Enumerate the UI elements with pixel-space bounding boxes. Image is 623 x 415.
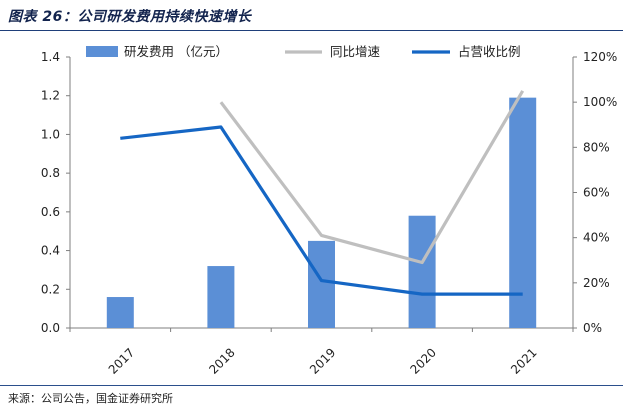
- y-right-tick-label: 20%: [583, 276, 610, 290]
- legend-label: 同比增速: [330, 44, 381, 59]
- bar: [509, 97, 537, 329]
- y-left-tick-label: 0.4: [41, 244, 60, 258]
- source-note: 来源：公司公告，国金证券研究所: [8, 392, 173, 405]
- bar: [207, 266, 235, 328]
- x-tick-label: 2020: [408, 345, 439, 376]
- bar: [408, 215, 436, 328]
- figure-title: 图表 26：公司研发费用持续快速增长: [8, 9, 252, 25]
- y-right-tick-label: 100%: [583, 95, 617, 109]
- y-left-tick-label: 1.4: [41, 50, 60, 64]
- bars: [106, 97, 537, 329]
- y-left-tick-label: 0.2: [41, 282, 60, 296]
- legend: 研发费用 （亿元） 同比增速 占营收比例: [86, 44, 521, 59]
- footer-divider: [0, 385, 623, 386]
- y-right-tick-label: 80%: [583, 140, 610, 154]
- x-tick-label: 2017: [106, 345, 137, 376]
- y-right-tick-label: 0%: [583, 321, 602, 335]
- y-right-tick-label: 120%: [583, 50, 617, 64]
- bar: [106, 297, 134, 328]
- y-left-tick-label: 1.2: [41, 89, 60, 103]
- bar: [308, 240, 335, 328]
- share-line: [120, 125, 523, 296]
- title-divider: [0, 30, 623, 31]
- y-right-tick-label: 40%: [583, 231, 610, 245]
- x-tick-label: 2018: [206, 345, 237, 376]
- chart: 0.0 0.2 0.4 0.6 0.8 1.0 1.2 1.4 0% 20% 40% 60% 80% 10…: [41, 44, 617, 377]
- y-left-tick-label: 0.8: [41, 166, 60, 180]
- x-tick-label: 2021: [508, 345, 539, 376]
- y-left-tick-label: 0.0: [41, 321, 60, 335]
- y-left-tick-label: 1.0: [41, 127, 60, 141]
- x-tick-label: 2019: [307, 345, 338, 376]
- legend-label: 研发费用 （亿元）: [124, 44, 228, 59]
- y-right-tick-label: 60%: [583, 186, 610, 200]
- legend-bar-swatch: [86, 46, 118, 57]
- y-left-tick-label: 0.6: [41, 205, 60, 219]
- lines: [120, 90, 525, 296]
- legend-label: 占营收比例: [458, 44, 521, 59]
- growth-line: [219, 90, 525, 265]
